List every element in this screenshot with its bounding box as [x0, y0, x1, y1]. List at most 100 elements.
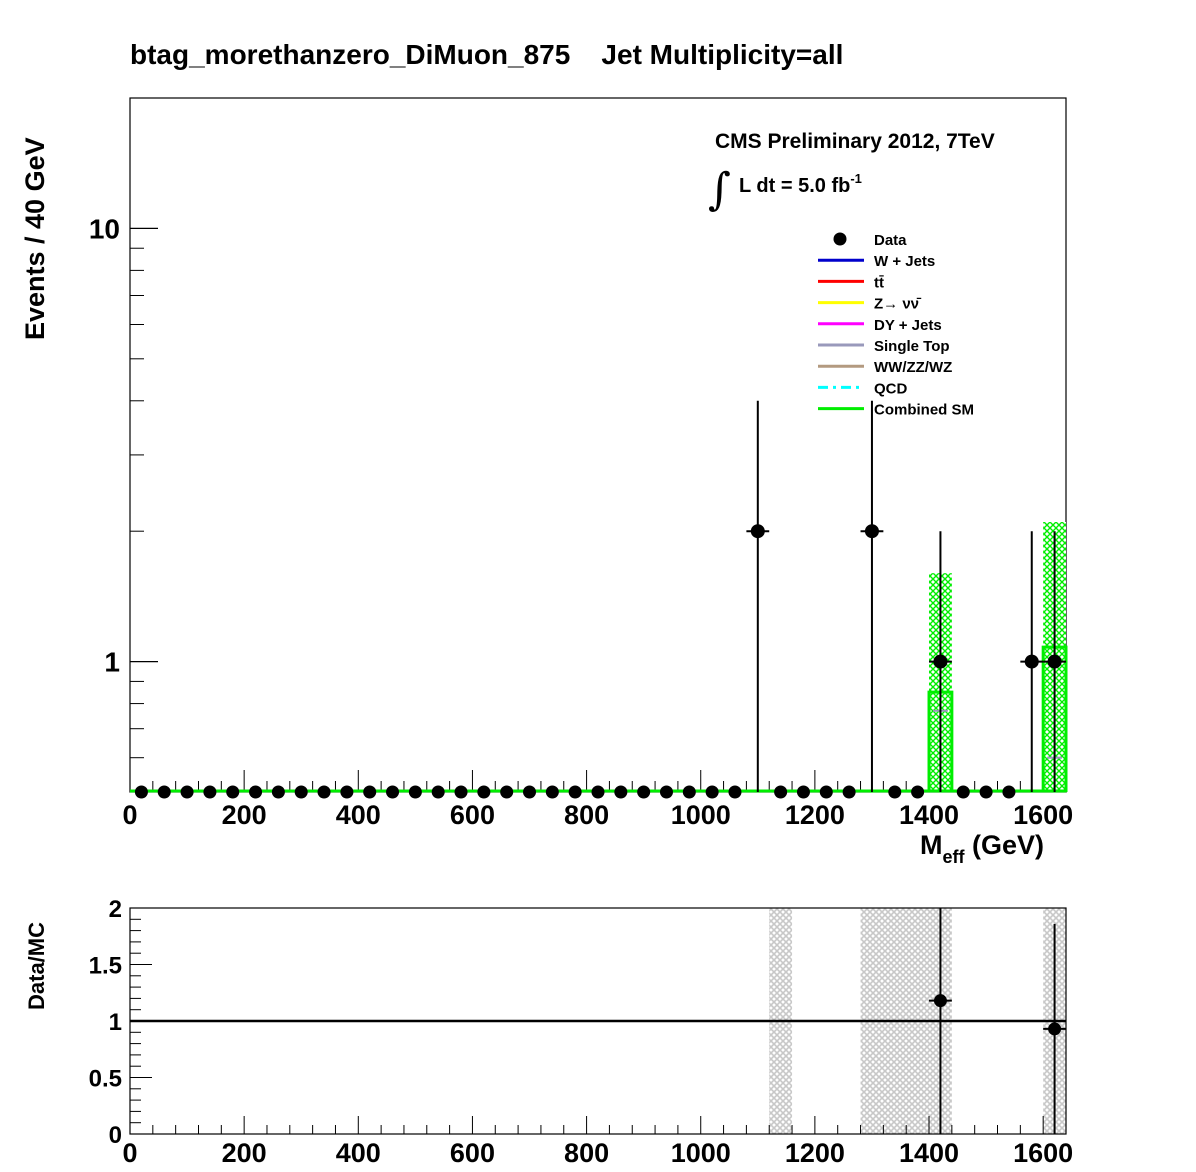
data-point [933, 654, 948, 669]
data-point-zero [477, 785, 491, 799]
x-tick-label: 1000 [671, 800, 731, 830]
ratio-x-tick-label: 600 [450, 1138, 495, 1168]
ratio-x-tick-label: 1200 [785, 1138, 845, 1168]
main-plot-panel: 0 200 400 600 800 1000 1200 1400 1600 1 10 CMS Pr… [20, 97, 1073, 867]
data-point [864, 524, 879, 539]
data-point-zero [317, 785, 331, 799]
data-point-zero [454, 785, 468, 799]
legend-label: Single Top [874, 338, 950, 355]
x-tick-label: 200 [222, 800, 267, 830]
ratio-x-tick-label: 400 [336, 1138, 381, 1168]
data-point [750, 524, 765, 539]
data-point-zero [774, 785, 788, 799]
combined-sm-histogram [130, 645, 1068, 793]
x-tick-label: 600 [450, 800, 495, 830]
data-point-zero [431, 785, 445, 799]
data-point-zero [386, 785, 400, 799]
data-point-zero [249, 785, 263, 799]
data-point-zero [363, 785, 377, 799]
ratio-y-tick-label: 2 [109, 896, 122, 923]
ratio-y-tick-label: 1.5 [89, 953, 122, 980]
x-tick-label: 400 [336, 800, 381, 830]
data-point-zero [134, 785, 148, 799]
data-point-zero [340, 785, 354, 799]
legend: Data W + Jets tt̄ Z→ νν̄ DY + Jets Single Top… [818, 232, 974, 419]
ratio-x-tick-label: 0 [122, 1138, 137, 1168]
data-point-zero [842, 785, 856, 799]
main-plot-frame [129, 97, 1067, 793]
data-point-zero [568, 785, 582, 799]
ratio-x-tick-label: 200 [222, 1138, 267, 1168]
data-point-zero [728, 785, 742, 799]
y-tick-label: 10 [89, 213, 120, 244]
data-point-zero [1002, 785, 1016, 799]
lumi-integral-sign: ∫ [708, 164, 731, 215]
lumi-label: L dt = 5.0 fb-1 [739, 171, 862, 197]
ratio-x-tick-label: 800 [564, 1138, 609, 1168]
x-tick-label: 1200 [785, 800, 845, 830]
ratio-y-tick-label: 1 [109, 1009, 122, 1036]
main-x-axis-label: Meff (GeV) [920, 830, 1044, 867]
data-point-zero [637, 785, 651, 799]
x-tick-label: 1600 [1013, 800, 1073, 830]
data-point-zero [180, 785, 194, 799]
x-tick-label: 1400 [899, 800, 959, 830]
legend-label: DY + Jets [874, 317, 942, 334]
data-point-zero [979, 785, 993, 799]
legend-marker [833, 232, 847, 246]
data-point-zero [591, 785, 605, 799]
data-point-zero [157, 785, 171, 799]
data-point-zero [705, 785, 719, 799]
main-y-axis-label: Events / 40 GeV [20, 137, 50, 340]
legend-label: QCD [874, 380, 908, 397]
lumi-superscript: -1 [850, 171, 862, 186]
ratio-y-axis-label: Data/MC [24, 922, 49, 1010]
data-point [1024, 654, 1039, 669]
data-point-zero [682, 785, 696, 799]
data-point-zero [956, 785, 970, 799]
data-point-zero [271, 785, 285, 799]
legend-label: WW/ZZ/WZ [874, 359, 952, 376]
data-point-zero [888, 785, 902, 799]
ratio-point [933, 994, 947, 1008]
legend-label: tt̄ [874, 274, 884, 291]
combined-sm-uncertainty-bands [929, 522, 1066, 792]
ratio-x-tick-label: 1400 [899, 1138, 959, 1168]
main-y-axis: 1 10 [89, 97, 158, 793]
ratio-x-axis: 0 200 400 600 800 1000 1200 1400 1600 [122, 1116, 1073, 1168]
y-tick-label: 1 [104, 647, 120, 678]
data-point-zero [408, 785, 422, 799]
data-point-zero [294, 785, 308, 799]
legend-label: Data [874, 232, 907, 249]
data-point-zero [796, 785, 810, 799]
ratio-points [929, 908, 1066, 1134]
data-point-zero [819, 785, 833, 799]
x-tick-label: 0 [122, 800, 137, 830]
ratio-plot-panel: 0 200 400 600 800 1000 1200 1400 1600 00.511.52 … [24, 896, 1073, 1168]
data-point-zero [523, 785, 537, 799]
legend-label: Z→ νν̄ [874, 296, 922, 313]
data-point-zero [659, 785, 673, 799]
data-point-zero [911, 785, 925, 799]
x-tick-label: 800 [564, 800, 609, 830]
data-point-zero [545, 785, 559, 799]
cms-label: CMS Preliminary 2012, 7TeV [715, 130, 995, 153]
ratio-y-tick-label: 0 [109, 1122, 122, 1149]
data-point-zero [500, 785, 514, 799]
legend-label: Combined SM [874, 402, 974, 419]
lumi-text: L dt = 5.0 fb [739, 175, 850, 197]
ratio-y-axis: 0 0.5 1 1.5 2 [89, 896, 152, 1149]
ratio-x-tick-label: 1600 [1013, 1138, 1073, 1168]
main-x-axis: 0 200 400 600 800 1000 1200 1400 1600 [122, 770, 1073, 830]
ratio-x-tick-label: 1000 [671, 1138, 731, 1168]
x-label-sub: eff [943, 847, 966, 867]
data-point [1047, 654, 1062, 669]
x-label-unit: (GeV) [965, 830, 1045, 860]
data-point-zero [614, 785, 628, 799]
data-point-zero [226, 785, 240, 799]
ratio-y-tick-label: 0.5 [89, 1066, 122, 1093]
chart-title: btag_morethanzero_DiMuon_875 Jet Multipl… [130, 39, 843, 70]
legend-label: W + Jets [874, 253, 935, 270]
ratio-point [1048, 1022, 1062, 1036]
